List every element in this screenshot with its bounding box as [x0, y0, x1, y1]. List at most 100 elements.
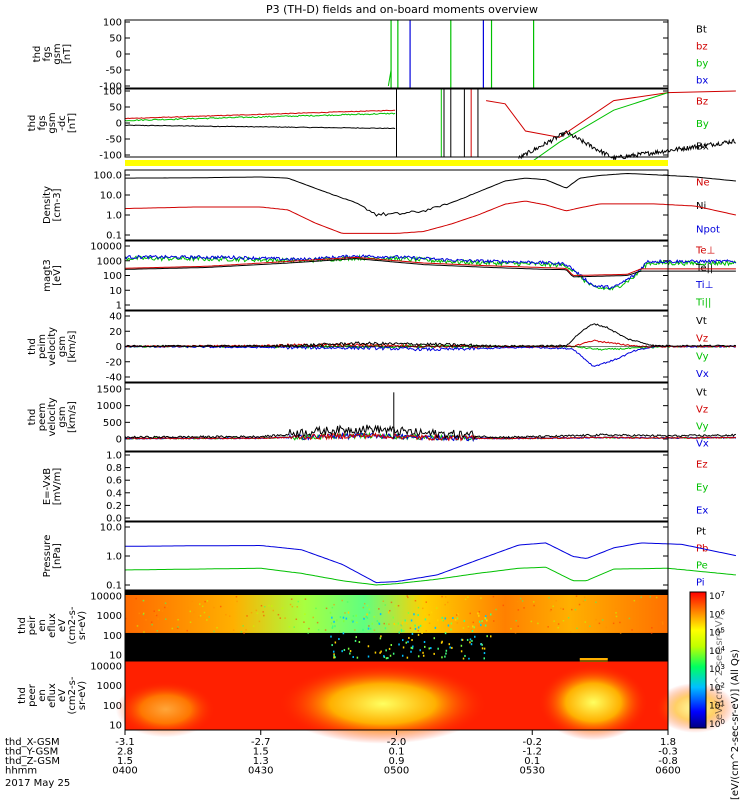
colorbar-gradient — [689, 591, 707, 729]
spectrogram-pixel — [567, 616, 570, 619]
colorbar-tick-exp: 5 — [720, 627, 724, 635]
spectrogram-pixel — [483, 657, 486, 660]
spectrogram-pixel — [516, 600, 519, 603]
spectrogram-pixel — [401, 624, 403, 627]
legend-Vz: Vz — [696, 405, 708, 416]
ylabel-line: eflux — [47, 683, 58, 708]
ylabel-line: fgs — [42, 46, 53, 61]
ylabel-line: thd — [17, 617, 28, 634]
ephemeris-value: 0.1 — [524, 756, 540, 767]
spectrogram-pixel — [390, 644, 393, 647]
spectrogram-pixel — [158, 609, 160, 611]
legend-By: By — [696, 119, 709, 130]
series-by — [387, 69, 392, 87]
spectrogram-pixel — [447, 624, 450, 627]
panel-electron-velocity-legend: Vt Vz Vy Vx — [696, 388, 709, 450]
ylabel-line: [nPa] — [52, 543, 63, 569]
spectrogram-pixel — [402, 629, 405, 632]
spectrogram-pixel — [408, 636, 410, 639]
colorbar-tick: 100 — [709, 718, 725, 730]
spectrogram-pixel — [417, 629, 419, 632]
spectrogram-pixel — [153, 610, 155, 612]
colorbar-tick-base: 10 — [709, 610, 721, 620]
spectrogram-pixel — [330, 635, 332, 638]
spectrogram-pixel — [367, 645, 370, 648]
spectrogram-pixel — [378, 608, 380, 610]
series-Pi — [125, 542, 737, 584]
spectrogram-pixel — [333, 653, 335, 656]
ylabel-line: eflux — [47, 613, 58, 638]
panel-pressure-yticks: 10.0 1.0 0.1 — [100, 523, 668, 592]
x-axis-ephemeris: thd_X-GSM -3.1 -2.7 -2.0 -0.2 1.8 thd_Y-GSM 2.8… — [5, 730, 681, 789]
spectrogram-pixel — [552, 605, 554, 608]
spectrogram-pixel — [330, 622, 333, 625]
spectrogram-pixel — [363, 616, 365, 619]
spectrogram-pixel — [417, 626, 420, 629]
spectrogram-pixel — [154, 613, 157, 616]
spectrogram-pixel — [442, 619, 445, 622]
spectrogram-pixel — [532, 601, 535, 603]
ytick-label: 0.2 — [106, 501, 122, 512]
colorbar-tick: 101 — [709, 700, 725, 712]
colorbar-tick-base: 10 — [709, 647, 721, 657]
spectrogram-blob — [538, 664, 649, 741]
spectrogram-pixel — [464, 598, 467, 601]
spectrogram-pixel — [334, 656, 336, 659]
spectrogram-pixel — [297, 600, 300, 603]
spectrogram-pixel — [366, 616, 369, 619]
spectrogram-pixel — [547, 626, 549, 628]
ephemeris-value: 1.5 — [117, 756, 133, 767]
spectrogram-pixel — [390, 601, 393, 604]
legend-by: by — [696, 59, 708, 70]
spectrogram-pixel — [213, 606, 215, 609]
spectrogram-pixel — [553, 620, 555, 622]
spectrogram-pixel — [470, 643, 473, 646]
ylabel-line: peim — [37, 334, 48, 359]
spectrogram-pixel — [417, 606, 420, 609]
spectrogram-pixel — [332, 650, 335, 653]
spectrogram-pixel — [595, 618, 597, 621]
ytick-label: -50 — [106, 135, 122, 146]
spectrogram-pixel — [441, 619, 444, 622]
panel-ion-spectrogram-ylabel: thd peir en eflux eV (cm2-s-sr-eV) — [17, 606, 88, 644]
panel-density-legend: Ne Ni Npot — [696, 178, 720, 236]
spectrogram-pixel — [385, 649, 387, 652]
spectrogram-pixel — [484, 615, 487, 618]
ylabel-line: gsm — [52, 43, 63, 64]
spectrogram-pixel — [246, 615, 248, 617]
spectrogram-pixel — [387, 611, 390, 614]
ylabel-line: peir — [27, 615, 38, 635]
colorbar-tick: 106 — [709, 608, 725, 620]
spectrogram-pixel — [213, 630, 215, 633]
legend-Bz: Bz — [696, 96, 708, 107]
spectrogram-pixel — [477, 612, 479, 615]
ylabel-line: eV — [57, 619, 68, 632]
spectrogram-pixel — [441, 656, 443, 659]
panel-pressure-data — [124, 542, 737, 586]
panel-density-ylabel: Density [cm-3] — [42, 186, 63, 224]
spectrogram-pixel — [356, 656, 359, 659]
ylabel-line: sr-eV) — [77, 611, 88, 640]
spectrogram-pixel — [615, 615, 618, 618]
spectrogram-pixel — [164, 602, 167, 604]
spectrogram-pixel — [471, 629, 474, 632]
legend-Vx: Vx — [696, 439, 709, 450]
spectrogram-pixel — [355, 636, 357, 639]
spectrogram-pixel — [349, 650, 352, 653]
panel-electron-spectrogram-ylabel: thd peer en eflux eV (cm2-s-sr-eV) — [17, 676, 88, 714]
spectrogram-pixel — [472, 621, 475, 624]
spectrogram-pixel — [380, 635, 382, 638]
spectrogram-pixel — [398, 643, 400, 646]
spectrogram-pixel — [175, 611, 178, 613]
spectrogram-pixel — [338, 638, 340, 641]
spectrogram-pixel — [382, 600, 385, 603]
spectrogram-pixel — [368, 611, 371, 614]
spectrogram-pixel — [355, 614, 357, 617]
spectrogram-pixel — [412, 645, 414, 648]
series-component — [125, 432, 736, 442]
legend-Ey: Ey — [696, 483, 708, 494]
spectrogram-pixel — [410, 619, 413, 622]
spectrogram-pixel — [463, 619, 466, 622]
spectrogram-pixel — [448, 643, 451, 646]
